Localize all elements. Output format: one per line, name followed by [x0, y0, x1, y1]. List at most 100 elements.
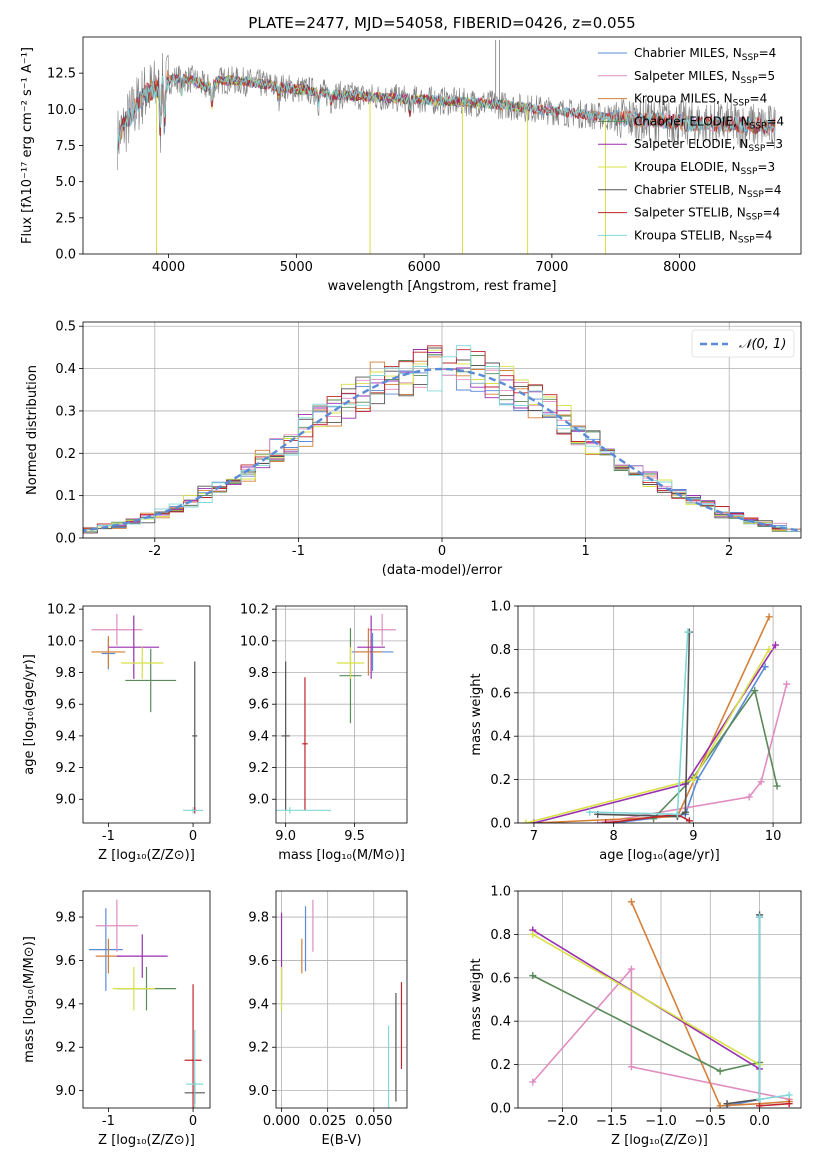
x-tick-label: 2 [725, 544, 733, 559]
legend-label-text: Kroupa ELODIE, N [634, 160, 741, 174]
x-axis-label: Z [log₁₀(Z/Z⊙)] [98, 1133, 195, 1148]
mass-weight-line [532, 974, 760, 1072]
mass-weight-marker [689, 776, 697, 784]
mass-weight-marker [771, 641, 779, 649]
mass-weight-marker [602, 819, 610, 823]
y-tick-label: 0.6 [490, 971, 511, 986]
mass-weight-marker [522, 819, 530, 823]
legend-label-suffix: =3 [757, 160, 775, 174]
y-tick-label: 1.0 [490, 600, 511, 615]
panel-mw_vs_Z: −2.0 −1.5 −1.0 −0.5 0.0 0.0 0.2 0.4 0.6 0.8 1.0 Z [… [469, 885, 802, 1148]
legend-label-text: Chabrier ELODIE, N [634, 114, 750, 128]
y-tick-label: 10.0 [47, 634, 76, 649]
legend-label-sub: SSP [747, 190, 764, 200]
mass-weight-marker [673, 810, 681, 818]
legend-label-sub: SSP [746, 213, 763, 223]
mass-weight-marker [751, 687, 759, 695]
mass-weight-marker [716, 1102, 724, 1108]
plot-area [522, 613, 791, 823]
y-tick-label: 0.4 [55, 362, 76, 377]
y-tick-label: 0.4 [490, 730, 511, 745]
mass-weight-marker [745, 793, 753, 801]
y-axis-label: mass weight [469, 673, 484, 755]
x-tick-label: -2 [148, 544, 161, 559]
x-tick-label: 10 [765, 829, 782, 844]
y-tick-label: 9.2 [248, 1041, 269, 1056]
y-tick-label: 0.8 [490, 928, 511, 943]
y-tick-label: 5.0 [55, 175, 76, 190]
legend-label-sub: SSP [741, 76, 758, 86]
x-tick-label: 9.5 [344, 829, 365, 844]
legend-label: Salpeter STELIB, NSSP=4 [634, 206, 780, 223]
legend-label-text: Salpeter ELODIE, N [634, 137, 748, 151]
mass-weight-marker [765, 613, 773, 621]
legend-label: Kroupa ELODIE, NSSP=3 [634, 160, 775, 177]
y-tick-label: 9.8 [248, 911, 269, 926]
legend-label-sub: SSP [742, 53, 759, 63]
x-tick-label: 0.0 [749, 1114, 770, 1129]
x-tick-label: 7000 [535, 260, 568, 275]
axes-frame [82, 890, 211, 1109]
y-tick-label: 10.2 [47, 603, 76, 618]
y-tick-label: 0.0 [55, 248, 76, 263]
axes-frame [82, 605, 211, 824]
y-tick-label: 0.8 [490, 643, 511, 658]
plot-area [117, 39, 776, 254]
y-tick-label: 1.0 [490, 885, 511, 900]
y-tick-label: 10.0 [47, 103, 76, 118]
mass-weight-marker [723, 1100, 731, 1108]
y-tick-label: 0.6 [490, 686, 511, 701]
mass-weight-marker [756, 1095, 764, 1103]
legend-box [691, 329, 795, 358]
axes-frame [275, 605, 408, 824]
legend-label: Kroupa MILES, NSSP=4 [634, 92, 767, 109]
y-tick-label: 0.0 [55, 532, 76, 547]
plot-area [280, 899, 403, 1108]
legend-label-sub: SSP [738, 235, 755, 245]
x-tick-label: 0.000 [263, 1114, 300, 1129]
y-tick-label: 9.4 [55, 729, 76, 744]
axes-frame [517, 605, 802, 824]
mass-weight-marker [681, 808, 689, 816]
x-tick-label: 9 [689, 829, 697, 844]
legend-label-sub: SSP [748, 144, 765, 154]
y-tick-label: 9.4 [248, 997, 269, 1012]
y-tick-label: 0.5 [55, 320, 76, 335]
y-tick-label: 9.8 [248, 666, 269, 681]
plot-area [276, 613, 396, 814]
legend-label: Salpeter ELODIE, NSSP=3 [634, 137, 783, 154]
legend-label-text: Chabrier MILES, N [634, 46, 742, 60]
x-axis-label: (data-model)/error [382, 563, 503, 578]
panel-residuals: -2 -1 0 1 2 0.0 0.1 0.2 0.3 0.4 0.5 (data-model)/er… [25, 320, 802, 578]
y-tick-label: 0.2 [490, 1058, 511, 1073]
x-tick-label: −0.5 [694, 1114, 726, 1129]
legend-label-text: Chabrier STELIB, N [634, 183, 747, 197]
y-tick-label: 9.0 [55, 793, 76, 808]
legend-label-suffix: =4 [755, 228, 773, 242]
panel-age_vs_mass: 9.0 9.5 9.0 9.2 9.4 9.6 9.8 10.0 10.2 mass [log₁₀… [240, 603, 408, 863]
y-tick-label: 0.0 [490, 1102, 511, 1117]
mass-weight-marker [756, 1102, 764, 1108]
x-tick-label: −2.0 [547, 1114, 579, 1129]
panel-spectrum: 4000 5000 6000 7000 8000 0.0 2.5 5.0 7.5 10.0 12.5… [20, 14, 802, 294]
x-tick-label: 0 [189, 1114, 197, 1129]
mass-weight-marker [529, 1078, 537, 1086]
x-tick-label: −1.0 [645, 1114, 677, 1129]
model-spectrum-line [117, 73, 776, 150]
x-tick-label: 1 [581, 544, 589, 559]
mass-weight-line [533, 644, 777, 823]
legend-label-suffix: =4 [750, 92, 768, 106]
y-tick-label: 2.5 [55, 211, 76, 226]
y-tick-label: 0.2 [55, 447, 76, 462]
legend-label: Kroupa STELIB, NSSP=4 [634, 228, 772, 245]
legend-label-suffix: =4 [763, 206, 781, 220]
chart-title: PLATE=2477, MJD=54058, FIBERID=0426, z=0… [248, 14, 635, 32]
legend-label: Chabrier MILES, NSSP=4 [634, 46, 776, 63]
mass-weight-line [726, 914, 761, 1105]
gridlines [276, 606, 407, 823]
legend-label-text: Salpeter MILES, N [634, 69, 741, 83]
panel-mass_vs_Z: -1 0 9.0 9.2 9.4 9.6 9.8 Z [log₁₀(Z/Z⊙)] mass [l… [22, 890, 211, 1148]
axes-frame [517, 890, 802, 1109]
y-tick-label: 10.2 [240, 603, 269, 618]
x-tick-label: 6000 [408, 260, 441, 275]
